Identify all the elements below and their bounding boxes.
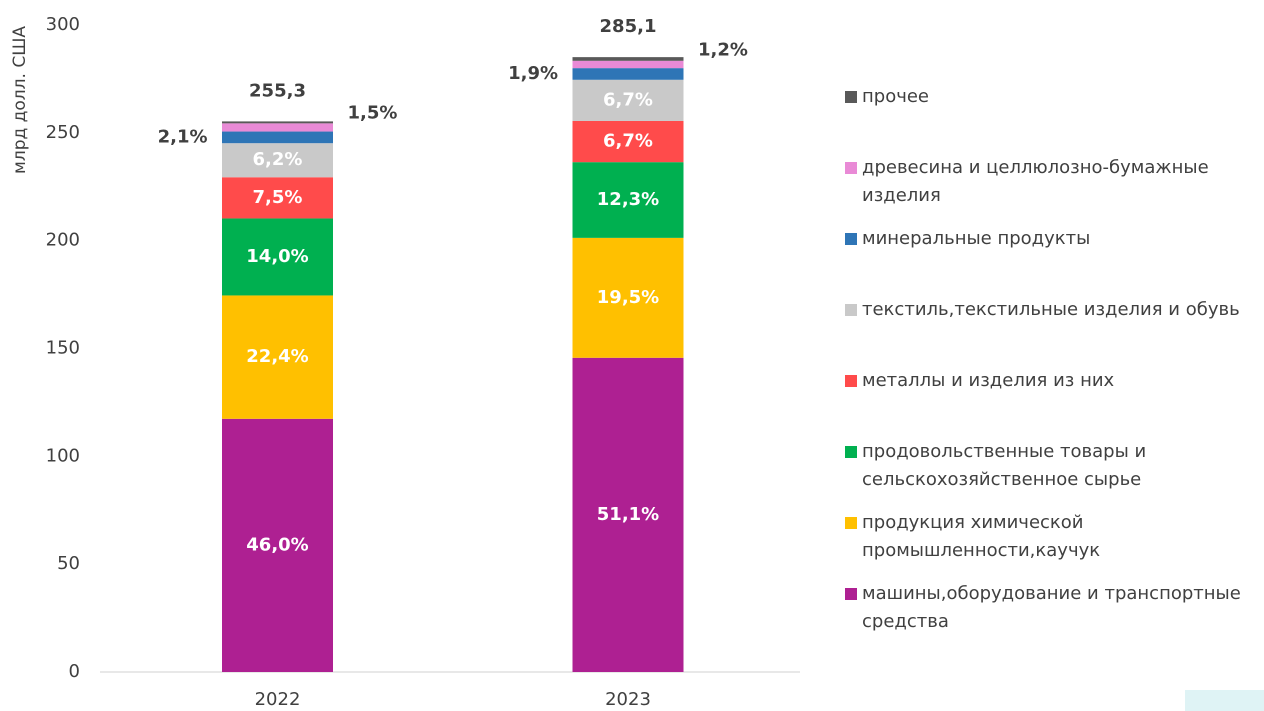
legend-swatch [845,162,857,174]
legend-item: текстиль,текстильные изделия и обувь [845,296,1263,324]
y-tick-label: 200 [46,230,80,251]
data-label: 19,5% [597,287,659,308]
legend-label: минеральные продукты [862,228,1091,249]
x-tick-label: 2022 [255,689,301,710]
y-tick-label: 150 [46,338,80,359]
legend-swatch [845,588,857,600]
legend-label: машины,оборудование и транспортные средс… [862,583,1241,632]
bar-segment [222,295,333,419]
legend-swatch [845,91,857,103]
bar-segment [222,131,333,144]
legend-label: продовольственные товары и сельскохозяйс… [862,441,1147,490]
bar-segment [572,57,684,61]
data-label: 7,5% [253,187,303,208]
bar-segment [222,143,333,178]
y-tick-label: 0 [69,661,80,682]
total-label: 285,1 [600,16,657,37]
y-tick-label: 250 [46,122,80,143]
legend-swatch [845,375,857,387]
legend-item: древесина и целлюлозно-бумажные изделия [845,154,1263,210]
data-label: 1,2% [698,39,748,60]
legend-item: прочее [845,83,1263,111]
data-label: 1,9% [508,63,558,84]
legend-item: металлы и изделия из них [845,367,1263,395]
legend-item: машины,оборудование и транспортные средс… [845,580,1263,636]
bar-segment [572,60,684,69]
bar-segment [222,218,333,296]
bar-segment [572,120,684,163]
y-tick-label: 50 [57,553,80,574]
data-label: 22,4% [246,346,308,367]
legend-swatch [845,233,857,245]
data-label: 51,1% [597,504,659,525]
data-label: 14,0% [246,246,308,267]
legend-item: продовольственные товары и сельскохозяйс… [845,438,1263,494]
data-label: 6,7% [603,131,653,152]
y-tick-label: 300 [46,14,80,35]
legend-item: продукция химической промышленности,кауч… [845,509,1263,565]
data-label: 46,0% [246,534,308,555]
bar-segment [572,79,684,121]
legend-label: текстиль,текстильные изделия и обувь [862,299,1240,320]
bar-segment [572,357,684,672]
y-axis-label: млрд долл. США [10,26,30,174]
bar-segment [222,121,333,124]
data-label: 6,2% [253,149,303,170]
legend-label: металлы и изделия из них [862,370,1115,391]
x-tick-label: 2023 [605,689,651,710]
legend-label: продукция химической промышленности,кауч… [862,512,1101,561]
legend-swatch [845,304,857,316]
data-label: 2,1% [158,126,208,147]
bar-segment [572,162,684,238]
legend-swatch [845,517,857,529]
decoration [1185,690,1264,711]
legend-item: минеральные продукты [845,225,1263,253]
data-label: 12,3% [597,189,659,210]
total-label: 255,3 [249,80,306,101]
bar-segment [572,237,684,358]
data-label: 6,7% [603,89,653,110]
data-label: 1,5% [348,102,398,123]
bar-segment [222,177,333,219]
legend-swatch [845,446,857,458]
legend-label: прочее [862,86,929,107]
legend-label: древесина и целлюлозно-бумажные изделия [862,157,1209,206]
y-tick-label: 100 [46,445,80,466]
bar-segment [222,123,333,132]
bar-segment [572,68,684,80]
bar-segment [222,418,333,672]
